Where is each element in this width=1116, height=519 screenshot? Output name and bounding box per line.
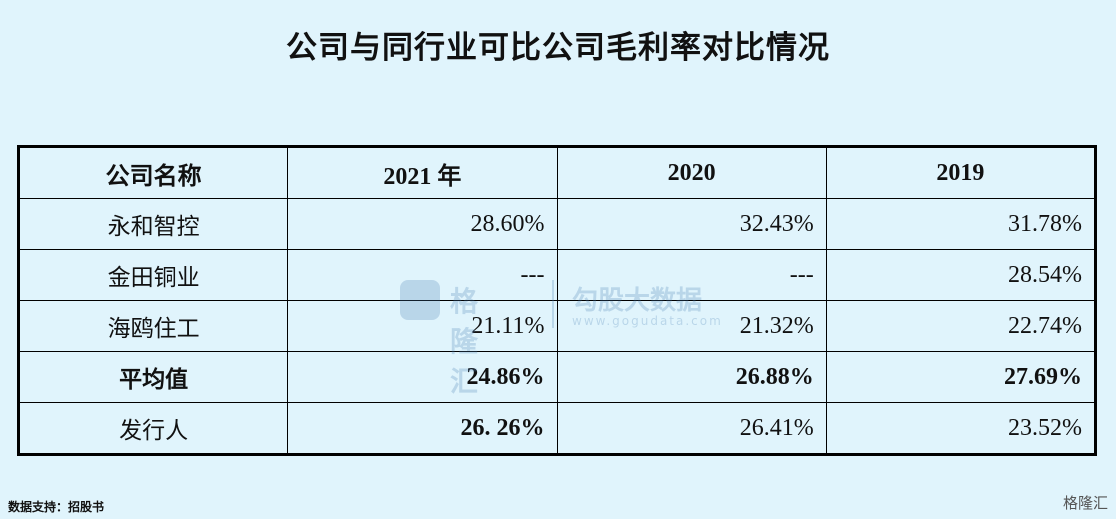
table-row: 金田铜业 --- --- 28.54% [17, 249, 1097, 301]
margin-cell: 26.88% [556, 351, 827, 403]
margin-cell: 21.32% [556, 300, 827, 352]
margin-cell: 21.11% [287, 300, 558, 352]
margin-cell: --- [287, 249, 558, 301]
source-note: 数据支持：招股书 [8, 500, 105, 514]
column-header: 2019 [825, 146, 1097, 199]
margin-cell: 28.60% [287, 198, 558, 250]
column-header: 公司名称 [17, 146, 289, 199]
margin-cell: 23.52% [825, 402, 1097, 455]
table-row: 海鸥住工 21.11% 21.32% 22.74% [17, 300, 1097, 352]
margin-cell: --- [556, 249, 827, 301]
margin-cell: 27.69% [825, 351, 1097, 403]
table-row: 发行人 26. 26% 26.41% 23.52% [17, 402, 1097, 455]
column-header: 2020 [556, 146, 827, 199]
table-row: 永和智控 28.60% 32.43% 31.78% [17, 198, 1097, 250]
column-header: 2021 年 [287, 146, 558, 199]
margin-cell: 28.54% [825, 249, 1097, 301]
margin-cell: 31.78% [825, 198, 1097, 250]
table-row: 平均值 24.86% 26.88% 27.69% [17, 351, 1097, 403]
company-name: 发行人 [17, 402, 289, 455]
comparison-table: 公司名称 2021 年 2020 2019 永和智控 28.60% 32.43% 31.78%… [17, 145, 1097, 456]
margin-cell: 26. 26% [287, 402, 558, 455]
margin-cell: 22.74% [825, 300, 1097, 352]
logo: 格隆汇 [1062, 494, 1108, 512]
company-name: 平均值 [17, 351, 289, 403]
company-name: 金田铜业 [17, 249, 289, 301]
title: 公司与同行业可比公司毛利率对比情况 [286, 30, 830, 66]
margin-cell: 24.86% [287, 351, 558, 403]
margin-cell: 26.41% [556, 402, 827, 455]
header-row: 公司名称 2021 年 2020 2019 [17, 146, 1097, 199]
company-name: 永和智控 [17, 198, 289, 250]
margin-cell: 32.43% [556, 198, 827, 250]
company-name: 海鸥住工 [17, 300, 289, 352]
